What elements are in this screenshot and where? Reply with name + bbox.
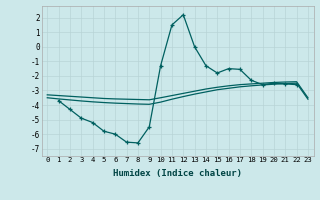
X-axis label: Humidex (Indice chaleur): Humidex (Indice chaleur) xyxy=(113,169,242,178)
